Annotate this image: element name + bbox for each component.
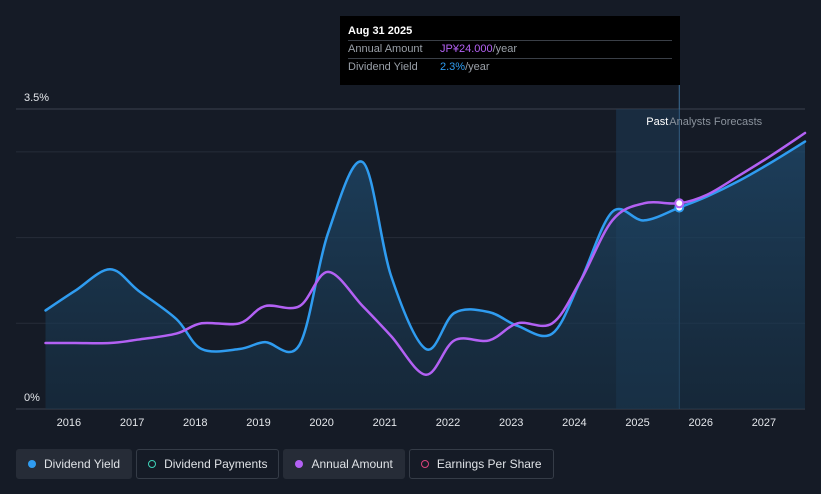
tooltip-value: 2.3% [440, 61, 466, 73]
x-tick-label: 2017 [120, 417, 144, 429]
x-tick-label: 2020 [309, 417, 333, 429]
legend-earnings-per-share-button[interactable]: Earnings Per Share [408, 449, 554, 479]
legend-dividend-payments-button[interactable]: Dividend Payments [136, 449, 280, 479]
y-tick-label: 0% [24, 392, 40, 404]
legend-dot-icon [28, 460, 36, 468]
x-tick-label: 2018 [183, 417, 207, 429]
x-tick-label: 2021 [373, 417, 397, 429]
legend-ring-icon [420, 460, 429, 468]
chart-tooltip: Aug 31 2025 Annual Amount JP¥24.000 /yea… [340, 16, 680, 85]
tooltip-row-annual-amount: Annual Amount JP¥24.000 /year [348, 40, 672, 58]
legend-ring-icon [148, 460, 157, 468]
x-tick-label: 2026 [689, 417, 713, 429]
y-tick-label: 3.5% [24, 92, 49, 104]
legend-dividend-yield-button[interactable]: Dividend Yield [16, 449, 133, 479]
forecast-label: Analysts Forecasts [669, 116, 762, 128]
dividend-yield-area [45, 141, 806, 410]
highlight-marker [674, 198, 685, 209]
tooltip-label: Annual Amount [348, 43, 423, 55]
legend-label: Dividend Payments [164, 457, 268, 471]
tooltip-row-dividend-yield: Dividend Yield 2.3% /year [348, 58, 672, 76]
legend-label: Annual Amount [311, 457, 393, 471]
tooltip-label: Dividend Yield [348, 61, 418, 73]
tooltip-date: Aug 31 2025 [348, 25, 413, 37]
x-tick-label: 2023 [499, 417, 523, 429]
x-tick-label: 2019 [246, 417, 270, 429]
x-tick-label: 2024 [562, 417, 586, 429]
tooltip-unit: /year [492, 43, 518, 55]
past-label: Past [646, 116, 668, 128]
x-tick-label: 2027 [752, 417, 776, 429]
x-tick-label: 2016 [57, 417, 81, 429]
dividend-chart: 3.5% 0% 2016 2017 2018 2019 2020 2021 2022 2023 20… [16, 85, 807, 429]
chart-legend: Dividend Yield Dividend Payments Annual … [16, 449, 554, 481]
tooltip-value: JP¥24.000 [440, 43, 493, 55]
tooltip-unit: /year [465, 61, 490, 73]
legend-dot-icon [295, 460, 304, 468]
legend-label: Dividend Yield [44, 457, 121, 471]
legend-annual-amount-button[interactable]: Annual Amount [283, 449, 405, 479]
x-tick-label: 2022 [436, 417, 460, 429]
legend-label: Earnings Per Share [436, 457, 542, 471]
x-tick-label: 2025 [625, 417, 649, 429]
